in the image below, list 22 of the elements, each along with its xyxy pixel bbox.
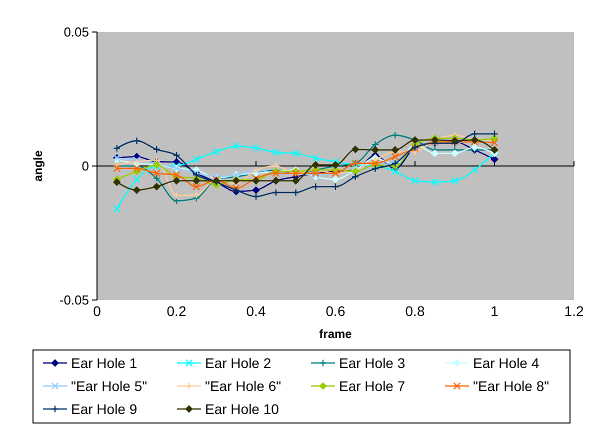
legend-label: Ear Hole 9 bbox=[71, 400, 138, 417]
legend-label: Ear Hole 7 bbox=[339, 378, 406, 394]
x-tick-label: 0 bbox=[93, 303, 102, 319]
legend-label: "Ear Hole 6" bbox=[205, 378, 282, 394]
legend-label: Ear Hole 4 bbox=[473, 354, 540, 371]
x-axis-title: frame bbox=[319, 327, 352, 341]
legend-label: Ear Hole 3 bbox=[339, 354, 406, 371]
x-tick-label: 0.6 bbox=[326, 303, 346, 319]
legend-label: Ear Hole 1 bbox=[71, 354, 138, 371]
y-tick-label: 0 bbox=[82, 158, 89, 174]
x-tick-label: 0.2 bbox=[166, 303, 186, 319]
x-tick-label: 1 bbox=[490, 303, 499, 319]
legend-label: Ear Hole 10 bbox=[205, 400, 280, 417]
y-axis-title: angle bbox=[31, 150, 45, 182]
y-tick-label: 0.05 bbox=[64, 24, 89, 40]
legend-label: Ear Hole 2 bbox=[205, 354, 272, 371]
x-tick-label: 0.4 bbox=[246, 303, 266, 319]
y-tick-label: -0.05 bbox=[59, 292, 89, 308]
x-tick-label: 1.2 bbox=[564, 303, 584, 319]
legend-label: "Ear Hole 8" bbox=[473, 378, 550, 394]
legend-label: "Ear Hole 5" bbox=[71, 378, 148, 394]
x-tick-label: 0.8 bbox=[405, 303, 425, 319]
